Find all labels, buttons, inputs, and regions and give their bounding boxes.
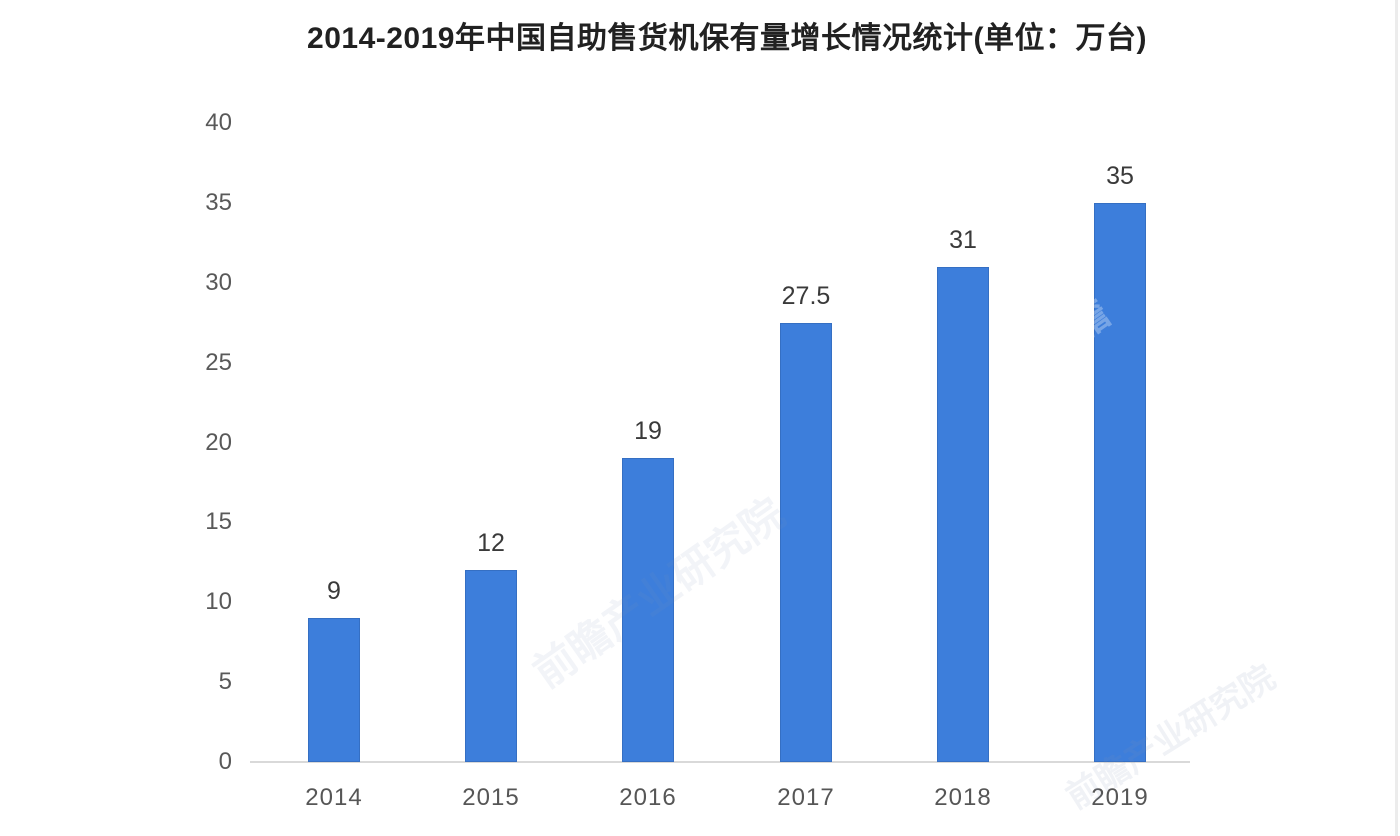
bar-2018 — [937, 267, 989, 762]
y-axis-tick-label: 20 — [205, 428, 232, 456]
bar-value-label: 9 — [327, 577, 341, 605]
x-axis-tick-label: 2019 — [1091, 784, 1149, 811]
x-axis-tick-label: 2015 — [462, 784, 520, 811]
bar-2017 — [780, 323, 832, 762]
x-axis-tick-label: 2016 — [619, 784, 677, 811]
x-axis-tick-label: 2017 — [777, 784, 835, 811]
y-axis-tick-label: 10 — [205, 588, 232, 616]
y-axis-tick-label: 30 — [205, 268, 232, 296]
image-edge-divider — [1395, 0, 1398, 836]
x-axis-line — [250, 761, 1190, 763]
y-axis-tick-label: 15 — [205, 508, 232, 536]
x-axis-tick-label: 2018 — [934, 784, 992, 811]
bar-2015 — [465, 570, 517, 762]
bar-value-label: 19 — [634, 417, 662, 445]
bar-2014 — [308, 618, 360, 762]
y-axis-tick-label: 35 — [205, 188, 232, 216]
bar-value-label: 27.5 — [781, 282, 831, 310]
y-axis-tick-label: 5 — [218, 668, 232, 696]
x-axis-tick-label: 2014 — [305, 784, 363, 811]
bar-2019 — [1094, 203, 1146, 762]
bar-2016 — [622, 458, 674, 762]
bar-value-label: 35 — [1106, 162, 1134, 190]
y-axis-tick-label: 40 — [205, 109, 232, 136]
chart-title: 2014-2019年中国自助售货机保有量增长情况统计(单位：万台) — [307, 22, 1147, 55]
bar-value-label: 12 — [477, 529, 505, 557]
y-axis-tick-label: 0 — [218, 748, 232, 775]
bar-value-label: 31 — [949, 226, 977, 254]
y-axis-tick-label: 25 — [205, 348, 232, 376]
